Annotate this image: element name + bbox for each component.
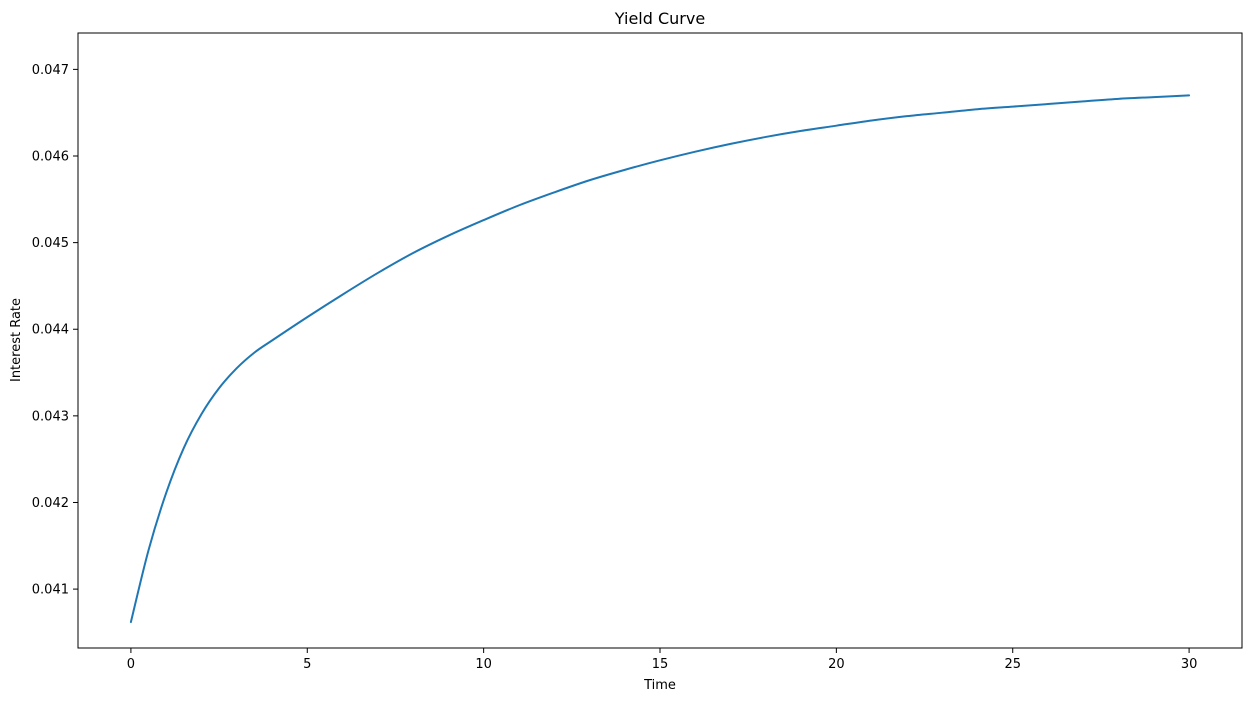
y-axis: 0.041 0.042 0.043 0.044 0.045 0.046 0.047 <box>32 63 78 598</box>
x-tick-label: 30 <box>1181 657 1198 672</box>
x-axis: 0 5 10 15 20 25 30 <box>127 648 1198 672</box>
y-tick-label: 0.044 <box>32 323 69 338</box>
x-tick-label: 0 <box>127 657 135 672</box>
y-axis-label: Interest Rate <box>9 298 24 382</box>
yield-curve-line <box>129 94 1191 624</box>
x-tick-label: 10 <box>475 657 492 672</box>
y-tick-label: 0.043 <box>32 409 69 424</box>
chart-title: Yield Curve <box>614 9 705 28</box>
y-tick-label: 0.041 <box>32 583 69 598</box>
x-tick-label: 5 <box>303 657 311 672</box>
y-tick-label: 0.045 <box>32 236 69 251</box>
y-tick-label: 0.047 <box>32 63 69 78</box>
x-tick-label: 20 <box>828 657 845 672</box>
y-tick-label: 0.046 <box>32 150 69 165</box>
y-tick-label: 0.042 <box>32 496 69 511</box>
x-axis-label: Time <box>643 678 676 693</box>
x-tick-label: 15 <box>652 657 669 672</box>
x-tick-label: 25 <box>1004 657 1021 672</box>
